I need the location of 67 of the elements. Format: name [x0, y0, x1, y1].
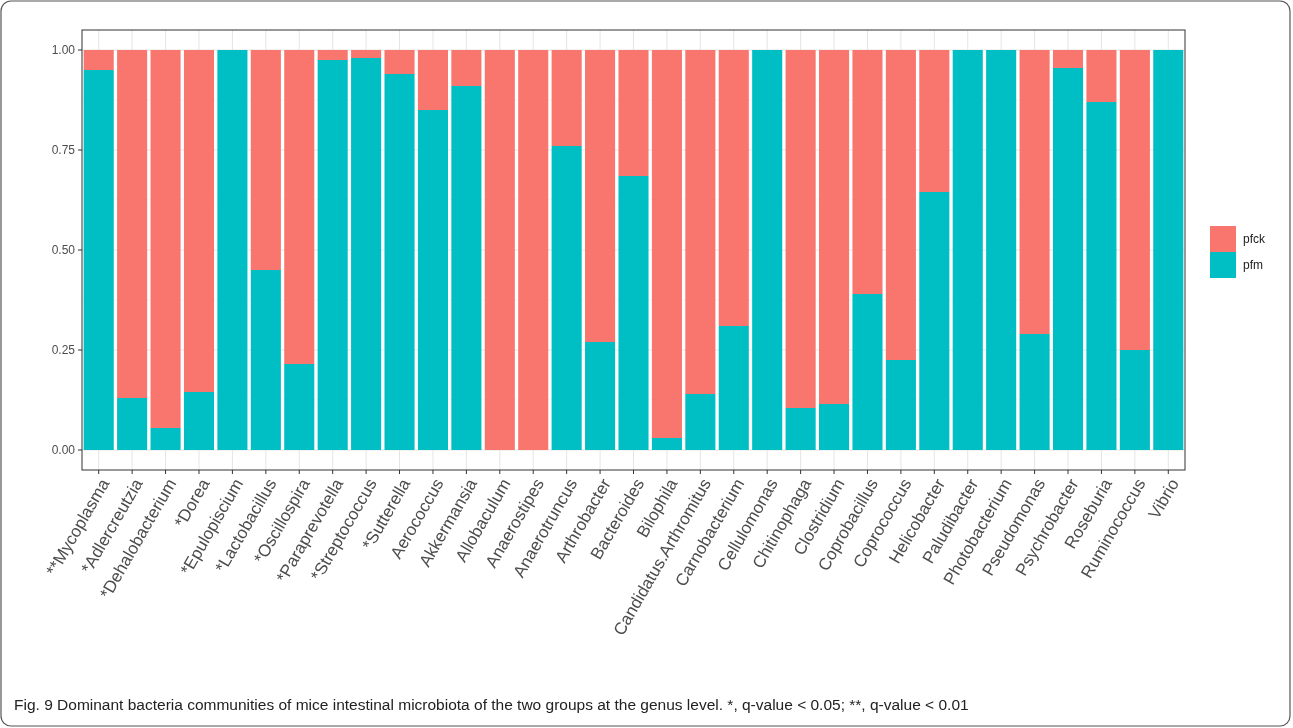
- bar: [618, 176, 649, 450]
- bar: [317, 50, 348, 60]
- y-tick-label: 0.25: [51, 343, 76, 358]
- bar: [952, 50, 983, 450]
- bar: [183, 392, 215, 450]
- bar: [1019, 50, 1050, 334]
- bar: [150, 428, 181, 450]
- bar: [284, 364, 315, 450]
- bar: [183, 50, 215, 392]
- y-tick-label: 0.75: [51, 143, 76, 158]
- bar: [417, 110, 448, 450]
- bar: [83, 70, 114, 450]
- bar: [651, 50, 682, 438]
- bar: [885, 50, 916, 360]
- bar: [718, 50, 749, 326]
- bar: [83, 50, 114, 70]
- bar: [317, 60, 348, 450]
- bar: [551, 50, 582, 146]
- bar: [451, 50, 482, 86]
- bar: [1052, 68, 1084, 450]
- y-tick-label: 0.00: [51, 443, 76, 458]
- bar: [150, 50, 181, 428]
- bar: [551, 146, 582, 450]
- bar: [785, 408, 816, 450]
- bar: [919, 50, 950, 192]
- bar: [651, 438, 682, 450]
- bar: [451, 86, 482, 450]
- legend-label: pfck: [1243, 232, 1267, 247]
- caption: Fig. 9 Dominant bacteria communities of mice intestinal microbiota of the two groups at the genus level. *, q-value < 0.05; **, q-value < 0.01: [14, 696, 969, 713]
- bar: [217, 50, 248, 450]
- bar: [417, 50, 448, 110]
- bar: [852, 294, 883, 450]
- bar: [117, 398, 148, 450]
- bar: [618, 50, 649, 176]
- bar: [852, 50, 883, 294]
- bar: [819, 50, 850, 404]
- y-tick-label: 1.00: [51, 43, 76, 58]
- bar: [518, 50, 549, 450]
- bar: [785, 50, 816, 408]
- bar: [819, 404, 850, 450]
- bar: [351, 58, 382, 450]
- bar: [1086, 50, 1117, 102]
- bar: [685, 50, 716, 394]
- bar: [1119, 50, 1150, 350]
- bar: [250, 270, 281, 450]
- y-tick-label: 0.50: [51, 243, 76, 258]
- bar: [284, 50, 315, 364]
- bar: [1119, 350, 1150, 450]
- bar: [1052, 50, 1084, 68]
- bar: [384, 50, 415, 74]
- bar: [685, 394, 716, 450]
- bar: [752, 50, 783, 450]
- bar: [885, 360, 916, 450]
- bar: [1019, 334, 1050, 450]
- bar: [919, 192, 950, 450]
- bar: [384, 74, 415, 450]
- legend-label: pfm: [1243, 258, 1264, 273]
- bar: [585, 342, 616, 450]
- bar: [1153, 50, 1184, 450]
- bar: [250, 50, 281, 270]
- bar: [986, 50, 1017, 450]
- bar: [718, 326, 749, 450]
- bar: [117, 50, 148, 398]
- bar: [1086, 102, 1117, 450]
- bar: [351, 50, 382, 58]
- bar: [484, 50, 515, 450]
- bar: [585, 50, 616, 342]
